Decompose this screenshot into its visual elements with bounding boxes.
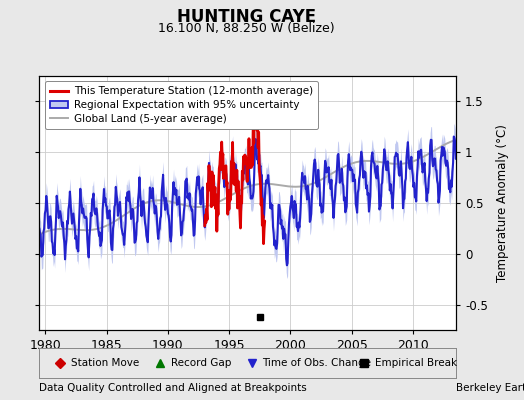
Text: Empirical Break: Empirical Break bbox=[375, 358, 457, 368]
Y-axis label: Temperature Anomaly (°C): Temperature Anomaly (°C) bbox=[496, 124, 509, 282]
Text: Data Quality Controlled and Aligned at Breakpoints: Data Quality Controlled and Aligned at B… bbox=[39, 383, 307, 393]
Text: Record Gap: Record Gap bbox=[170, 358, 231, 368]
Text: 16.100 N, 88.250 W (Belize): 16.100 N, 88.250 W (Belize) bbox=[158, 22, 335, 35]
Text: Station Move: Station Move bbox=[71, 358, 139, 368]
Text: HUNTING CAYE: HUNTING CAYE bbox=[177, 8, 316, 26]
Text: Time of Obs. Change: Time of Obs. Change bbox=[262, 358, 371, 368]
Text: Berkeley Earth: Berkeley Earth bbox=[456, 383, 524, 393]
Legend: This Temperature Station (12-month average), Regional Expectation with 95% uncer: This Temperature Station (12-month avera… bbox=[45, 81, 318, 129]
